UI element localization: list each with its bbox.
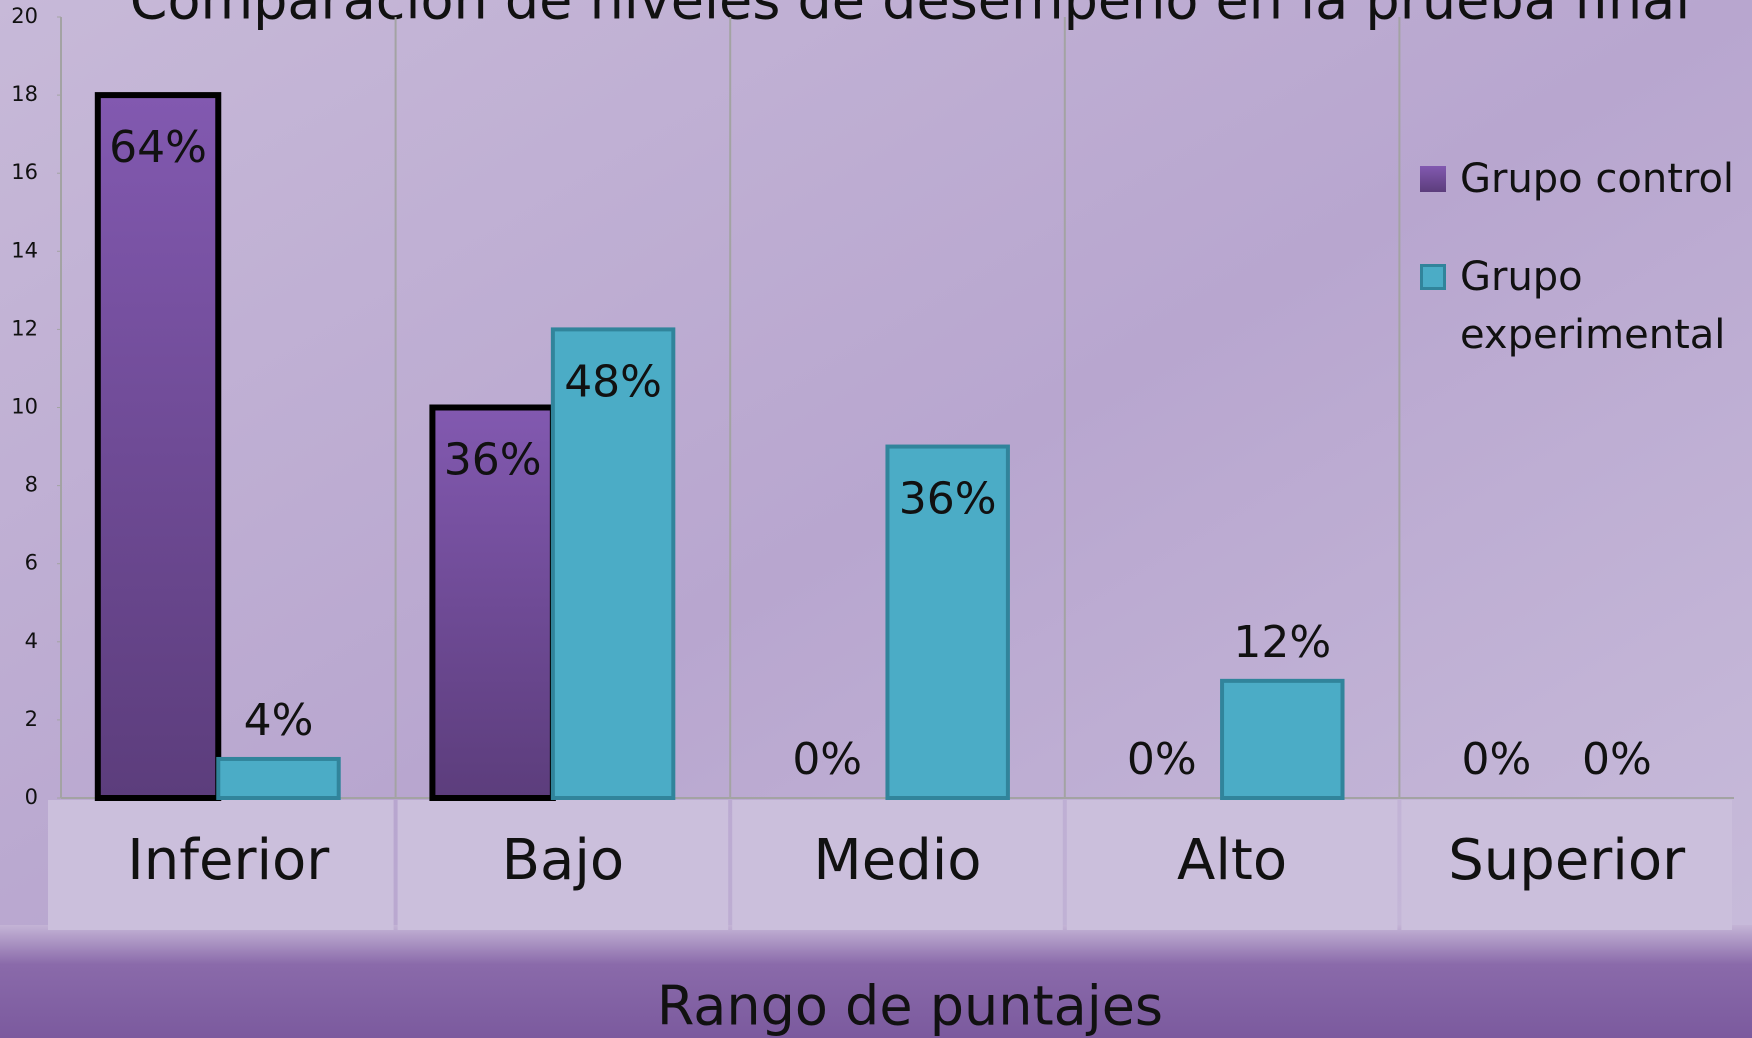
category-box [732, 800, 1063, 930]
legend-swatch [1420, 166, 1446, 192]
y-tick-label: 4 [25, 629, 38, 653]
data-label: 48% [564, 356, 662, 407]
data-label: 0% [1462, 734, 1532, 785]
y-tick-label: 18 [11, 82, 38, 106]
y-tick-label: 0 [25, 785, 38, 809]
bar [885, 444, 1010, 800]
bar [216, 756, 341, 801]
x-tick-label: Bajo [502, 828, 625, 893]
y-tick-label: 16 [11, 160, 38, 184]
bar [550, 327, 676, 800]
legend-swatch [1420, 264, 1446, 290]
bar [94, 92, 222, 802]
y-tick-label: 14 [11, 238, 38, 262]
x-tick-label: Superior [1448, 828, 1686, 893]
data-label: 12% [1233, 617, 1331, 668]
data-label: 36% [444, 435, 542, 486]
category-box [1066, 800, 1398, 930]
footer-band [0, 925, 1752, 1038]
category-box [48, 800, 394, 930]
y-tick-label: 6 [25, 551, 38, 575]
x-axis-title: Rango de puntajes [657, 975, 1163, 1038]
data-label: 36% [899, 474, 997, 525]
x-tick-label: Alto [1177, 828, 1287, 893]
y-tick-label: 20 [11, 4, 38, 28]
chart-title: Comparación de niveles de desempeño en l… [130, 0, 1690, 32]
category-box [397, 800, 729, 930]
bar [1220, 678, 1345, 800]
category-box [1401, 800, 1732, 930]
legend-label: Grupo control [1460, 156, 1735, 202]
data-label: 0% [1127, 734, 1197, 785]
legend-label: Grupo experimental [1460, 254, 1726, 358]
x-tick-label: Inferior [127, 828, 330, 893]
data-label: 4% [244, 695, 314, 746]
y-tick-label: 8 [25, 473, 38, 497]
legend: Grupo control Grupo experimental [1416, 150, 1746, 404]
data-label: 0% [1582, 734, 1652, 785]
x-tick-label: Medio [813, 828, 981, 893]
y-tick-label: 2 [25, 707, 38, 731]
legend-item: Grupo control [1416, 150, 1746, 208]
data-label: 64% [109, 122, 207, 173]
data-label: 0% [792, 734, 862, 785]
legend-item: Grupo experimental [1416, 248, 1746, 364]
y-tick-label: 10 [11, 395, 38, 419]
bar [429, 404, 556, 801]
y-tick-label: 12 [11, 316, 38, 340]
